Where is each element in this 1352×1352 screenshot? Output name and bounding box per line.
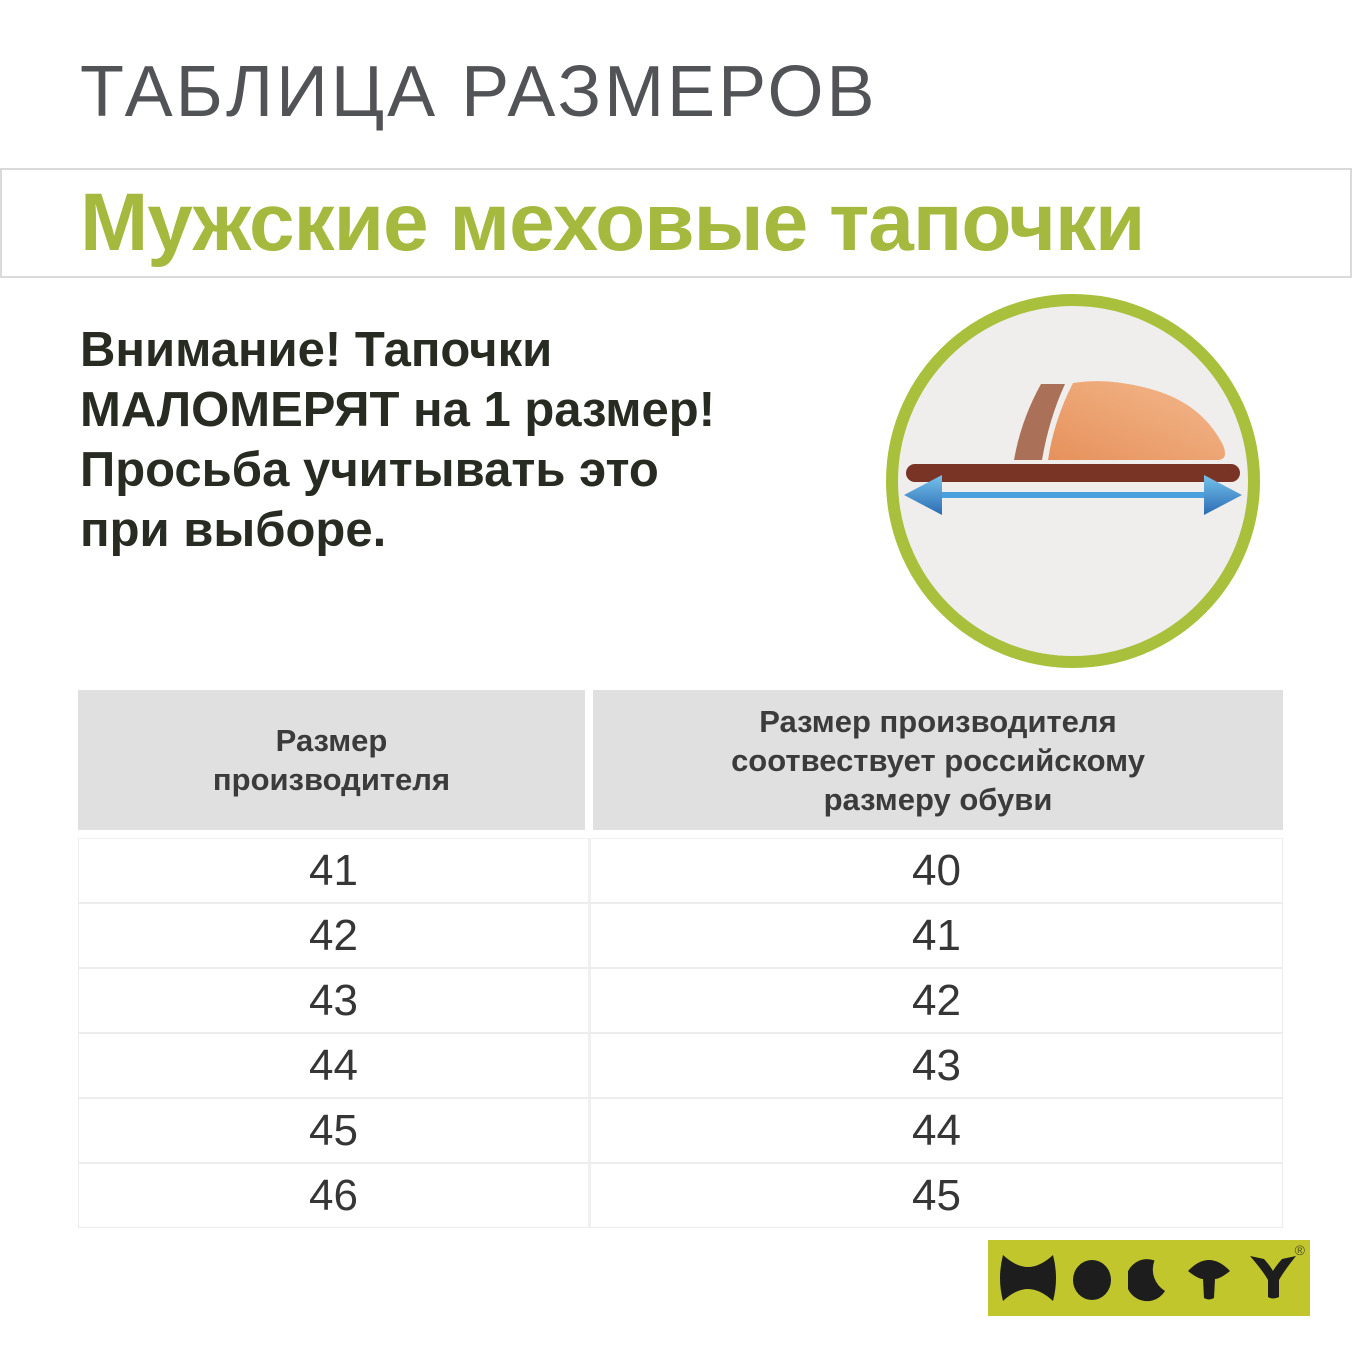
table-row: 43 42 bbox=[79, 969, 1282, 1034]
logo-y-icon bbox=[1250, 1256, 1296, 1299]
header-russian-size: Размер производителя соотвествует россий… bbox=[593, 690, 1283, 830]
maker-size-cell: 44 bbox=[79, 1034, 591, 1097]
slipper-heel-band bbox=[1014, 384, 1065, 460]
header-maker-size: Размер производителя bbox=[78, 690, 585, 830]
table-row: 41 40 bbox=[79, 839, 1282, 904]
size-table-header: Размер производителя Размер производител… bbox=[78, 690, 1283, 830]
table-row: 45 44 bbox=[79, 1099, 1282, 1164]
table-row: 42 41 bbox=[79, 904, 1282, 969]
warning-text: Внимание! Тапочки МАЛОМЕРЯТ на 1 размер!… bbox=[80, 323, 716, 557]
russian-size-cell: 41 bbox=[912, 910, 961, 960]
slipper-upper bbox=[1048, 381, 1225, 460]
size-table: Размер производителя Размер производител… bbox=[78, 690, 1283, 1228]
brand-logo: ® bbox=[988, 1240, 1310, 1316]
slipper-measure-illustration bbox=[884, 292, 1262, 670]
trademark-symbol: ® bbox=[1294, 1242, 1305, 1258]
logo-crescent-icon bbox=[1128, 1259, 1166, 1302]
russian-size-cell: 44 bbox=[912, 1105, 961, 1155]
logo-dot-icon bbox=[1073, 1260, 1111, 1300]
table-row: 46 45 bbox=[79, 1164, 1282, 1227]
product-name: Мужские меховые тапочки bbox=[80, 177, 1145, 268]
slipper-length-icon bbox=[886, 294, 1260, 668]
maker-size-cell: 45 bbox=[79, 1099, 591, 1162]
length-arrow-icon bbox=[904, 475, 1242, 515]
russian-size-cell: 45 bbox=[912, 1170, 961, 1220]
russian-size-cell: 43 bbox=[912, 1040, 961, 1090]
maker-size-cell: 43 bbox=[79, 969, 591, 1032]
russian-size-cell: 40 bbox=[912, 845, 961, 895]
maker-size-cell: 41 bbox=[79, 839, 591, 902]
logo-axe-icon bbox=[1000, 1255, 1056, 1301]
slipper-sole bbox=[906, 464, 1240, 482]
maker-size-cell: 42 bbox=[79, 904, 591, 967]
product-banner: Мужские меховые тапочки bbox=[0, 168, 1352, 278]
russian-size-cell: 42 bbox=[912, 975, 961, 1025]
size-table-body: 41 40 42 41 43 42 44 43 45 44 46 45 bbox=[78, 838, 1283, 1228]
table-row: 44 43 bbox=[79, 1034, 1282, 1099]
page-title: ТАБЛИЦА РАЗМЕРОВ bbox=[80, 52, 878, 132]
maker-size-cell: 46 bbox=[79, 1164, 591, 1227]
logo-fan-icon bbox=[1188, 1260, 1230, 1300]
